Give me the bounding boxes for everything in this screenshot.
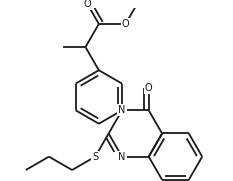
Text: O: O (145, 83, 153, 93)
Text: N: N (118, 105, 126, 115)
Text: O: O (122, 19, 129, 29)
Text: N: N (118, 152, 126, 162)
Text: S: S (92, 152, 98, 162)
Text: O: O (84, 0, 91, 9)
